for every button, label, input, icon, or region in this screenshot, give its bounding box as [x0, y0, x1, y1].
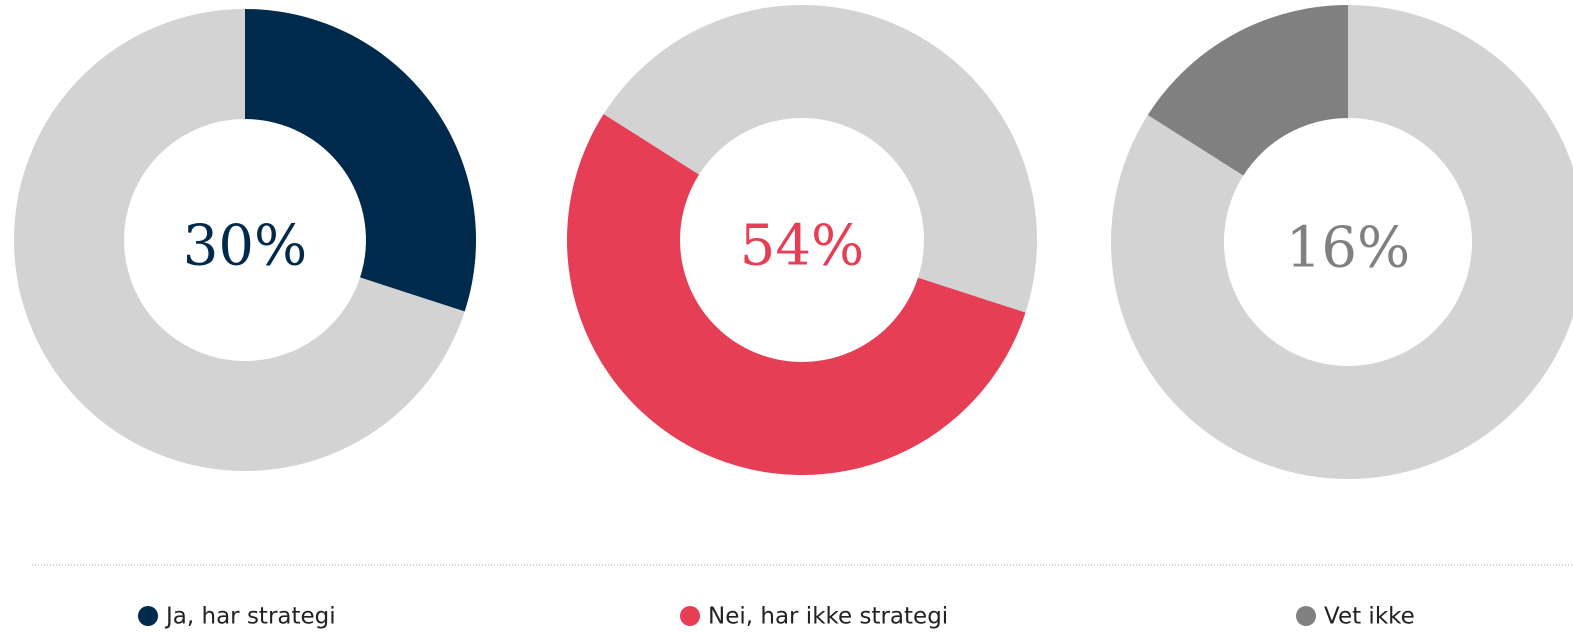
donut-segment [1147, 5, 1348, 176]
legend-label: Nei, har ikke strategi [708, 604, 948, 630]
legend-marker [1296, 606, 1316, 626]
legend-marker [138, 606, 158, 626]
legend-label: Vet ikke [1324, 604, 1415, 630]
donut-segment [245, 9, 476, 312]
legend-label: Ja, har strategi [164, 604, 336, 630]
center-label: 16% [1286, 216, 1410, 281]
center-label: 30% [183, 214, 307, 279]
legend-marker [680, 606, 700, 626]
center-label: 54% [740, 214, 864, 279]
donut-segment [566, 114, 1026, 476]
